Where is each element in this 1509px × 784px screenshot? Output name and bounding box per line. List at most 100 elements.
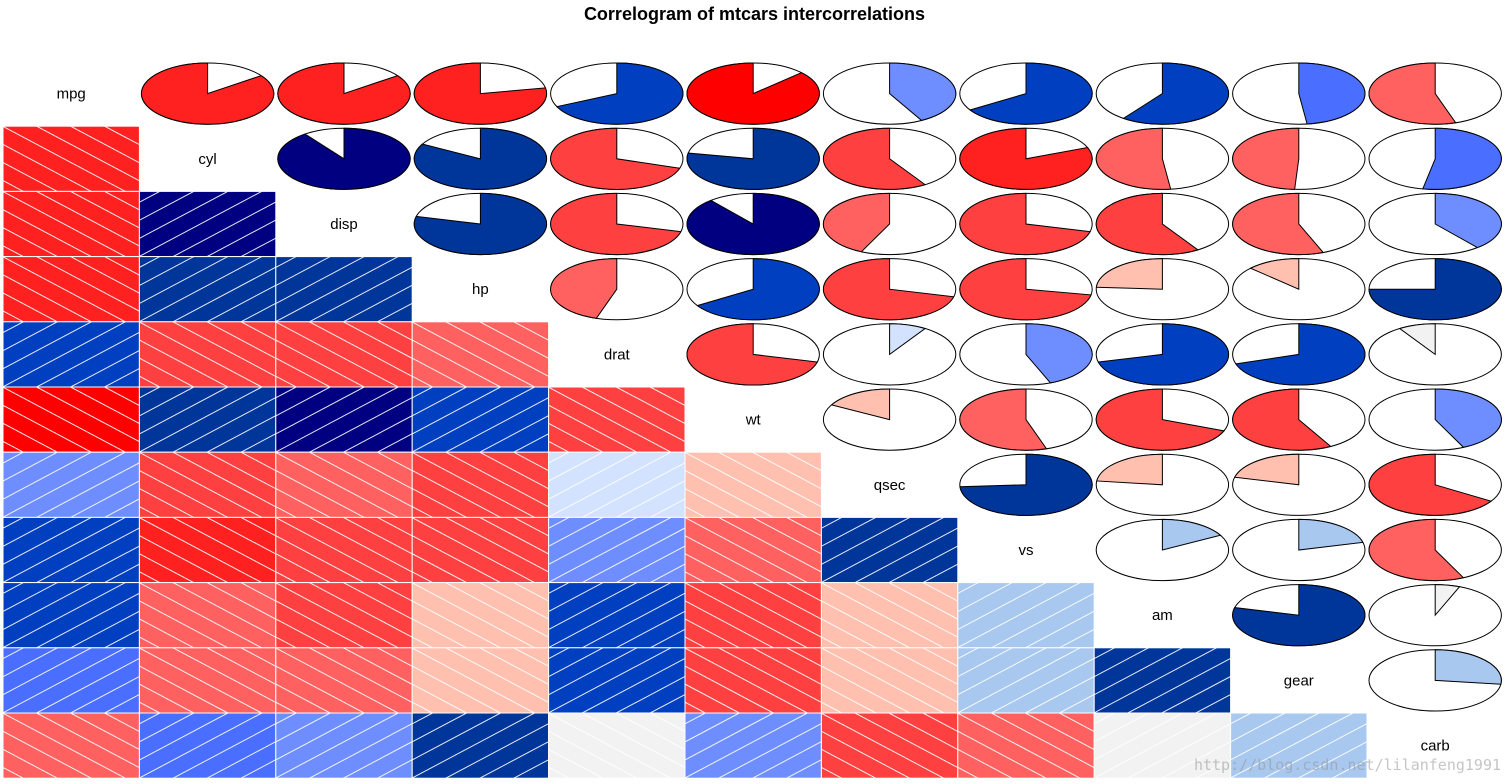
pie-cell-drat-vs xyxy=(959,323,1093,386)
pie-cell-disp-wt xyxy=(686,192,820,256)
pie-cell-cyl-carb xyxy=(1368,127,1502,190)
pie-cell-cyl-gear xyxy=(1232,127,1366,190)
shade-cell-qsec-mpg xyxy=(2,451,140,518)
shade-cell-am-hp xyxy=(411,582,550,649)
pie-cell-wt-carb xyxy=(1368,388,1502,451)
pie-cell-qsec-am xyxy=(1095,453,1230,516)
pie-cell-gear-carb xyxy=(1368,649,1502,712)
variable-label-hp: hp xyxy=(472,281,489,298)
shade-cell-cyl-mpg xyxy=(2,125,140,192)
pie-cell-mpg-wt xyxy=(686,62,820,125)
pie-cell-disp-gear xyxy=(1232,192,1366,256)
shade-cell-wt-mpg xyxy=(2,386,140,453)
pie-cell-disp-am xyxy=(1095,192,1230,256)
pie-cell-wt-gear xyxy=(1232,388,1366,451)
shade-cell-gear-qsec xyxy=(820,647,959,714)
shade-cell-drat-hp xyxy=(411,321,550,388)
correlogram-cells: mpg cyl disp hp drat wt qsec vs am gear carb xyxy=(2,62,1502,779)
shade-cell-vs-mpg xyxy=(2,516,140,584)
pie-cell-am-gear xyxy=(1232,584,1366,647)
shade-cell-am-disp xyxy=(275,582,413,649)
pie-cell-wt-vs xyxy=(959,388,1093,451)
pie-cell-am-carb xyxy=(1368,584,1502,647)
pie-cell-cyl-disp xyxy=(277,127,411,190)
shade-cell-carb-wt xyxy=(684,712,822,779)
shade-cell-gear-hp xyxy=(411,647,550,714)
pie-cell-hp-carb xyxy=(1368,258,1502,321)
shade-cell-wt-drat xyxy=(548,386,686,453)
pie-cell-mpg-am xyxy=(1095,62,1230,125)
shade-cell-gear-am xyxy=(1093,647,1232,714)
shade-cell-carb-am xyxy=(1093,712,1232,779)
shade-cell-gear-mpg xyxy=(2,647,140,714)
shade-cell-carb-qsec xyxy=(820,712,959,779)
variable-label-cyl: cyl xyxy=(198,151,216,168)
shade-cell-am-qsec xyxy=(820,582,959,649)
variable-label-carb: carb xyxy=(1421,738,1450,755)
shade-cell-carb-disp xyxy=(275,712,413,779)
variable-label-mpg: mpg xyxy=(57,86,86,103)
pie-cell-cyl-am xyxy=(1095,127,1230,190)
shade-cell-am-drat xyxy=(548,582,686,649)
shade-cell-disp-mpg xyxy=(2,190,140,258)
pie-cell-disp-vs xyxy=(959,192,1093,256)
variable-label-gear: gear xyxy=(1284,672,1314,689)
pie-cell-mpg-vs xyxy=(959,62,1093,125)
pie-cell-mpg-disp xyxy=(277,62,411,125)
pie-cell-wt-qsec xyxy=(822,388,957,451)
watermark: http://blog.csdn.net/lilanfeng1991 xyxy=(1193,756,1501,774)
pie-cell-cyl-qsec xyxy=(822,127,957,190)
pie-cell-hp-am xyxy=(1095,258,1230,321)
pie-cell-hp-vs xyxy=(959,258,1093,321)
shade-cell-qsec-hp xyxy=(411,451,550,518)
pie-cell-cyl-vs xyxy=(959,127,1093,190)
variable-label-am: am xyxy=(1152,607,1173,624)
pie-cell-drat-gear xyxy=(1232,323,1366,386)
pie-cell-hp-wt xyxy=(686,258,820,321)
pie-cell-disp-carb xyxy=(1368,192,1502,256)
pie-cell-cyl-hp xyxy=(413,127,548,190)
pie-cell-mpg-drat xyxy=(550,62,684,125)
shade-cell-carb-cyl xyxy=(138,712,277,779)
pie-cell-disp-drat xyxy=(550,192,684,256)
pie-cell-disp-qsec xyxy=(822,192,957,256)
shade-cell-disp-cyl xyxy=(138,190,277,258)
shade-cell-carb-hp xyxy=(411,712,550,779)
shade-cell-hp-mpg xyxy=(2,256,140,323)
pie-cell-disp-hp xyxy=(413,192,548,256)
shade-cell-vs-qsec xyxy=(820,516,959,584)
pie-cell-mpg-hp xyxy=(413,62,548,125)
shade-cell-drat-mpg xyxy=(2,321,140,388)
variable-label-vs: vs xyxy=(1019,542,1034,559)
variable-label-wt: wt xyxy=(745,412,762,429)
pie-cell-mpg-cyl xyxy=(140,62,275,125)
shade-cell-hp-disp xyxy=(275,256,413,323)
variable-label-qsec: qsec xyxy=(874,477,906,494)
pie-cell-cyl-wt xyxy=(686,127,820,190)
shade-cell-drat-disp xyxy=(275,321,413,388)
shade-cell-qsec-disp xyxy=(275,451,413,518)
pie-cell-wt-am xyxy=(1095,388,1230,451)
shade-cell-qsec-wt xyxy=(684,451,822,518)
pie-cell-drat-am xyxy=(1095,323,1230,386)
pie-cell-mpg-gear xyxy=(1232,62,1366,125)
pie-cell-hp-drat xyxy=(550,258,684,321)
shade-cell-gear-disp xyxy=(275,647,413,714)
shade-cell-carb-vs xyxy=(957,712,1095,779)
pie-cell-drat-carb xyxy=(1368,323,1502,386)
pie-cell-drat-wt xyxy=(686,323,820,386)
chart-title: Correlogram of mtcars intercorrelations xyxy=(583,4,926,24)
shade-cell-gear-wt xyxy=(684,647,822,714)
pie-cell-vs-am xyxy=(1095,518,1230,582)
pie-cell-vs-gear xyxy=(1232,518,1366,582)
shade-cell-qsec-drat xyxy=(548,451,686,518)
pie-cell-qsec-gear xyxy=(1232,453,1366,516)
pie-cell-cyl-drat xyxy=(550,127,684,190)
pie-cell-mpg-qsec xyxy=(822,62,957,125)
pie-cell-mpg-carb xyxy=(1368,62,1502,125)
shade-cell-carb-drat xyxy=(548,712,686,779)
shade-cell-am-vs xyxy=(957,582,1095,649)
shade-cell-vs-disp xyxy=(275,516,413,584)
pie-cell-qsec-carb xyxy=(1368,453,1502,516)
